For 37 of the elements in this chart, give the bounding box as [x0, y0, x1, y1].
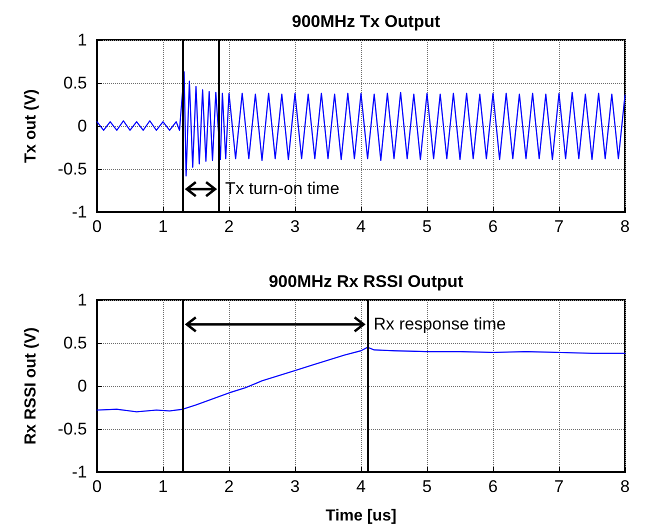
- x-tick-label: 2: [224, 477, 234, 496]
- annotation: Rx response time: [374, 314, 506, 334]
- x-tick-label: 3: [290, 217, 300, 236]
- x-tick-label: 0: [92, 477, 102, 496]
- x-axis-title: Time [us]: [326, 508, 396, 524]
- chart-title: 900MHz Tx Output: [292, 12, 440, 31]
- x-tick-label: 5: [422, 217, 432, 236]
- y-tick-label: -0.5: [58, 160, 87, 178]
- y-tick-label: -0.5: [58, 420, 87, 438]
- y-axis-title: Rx RSSI out (V): [22, 327, 40, 445]
- x-tick-label: 3: [290, 477, 300, 496]
- y-tick-label: -1: [72, 202, 87, 222]
- y-tick-label: 0.5: [63, 74, 87, 92]
- x-tick-label: 4: [356, 477, 366, 496]
- x-tick-label: 6: [488, 217, 498, 236]
- x-tick-label: 8: [620, 477, 630, 496]
- y-tick-label: 0.5: [63, 334, 87, 352]
- x-tick-label: 6: [488, 477, 498, 496]
- y-tick-label: 1: [78, 290, 87, 310]
- x-tick-label: 1: [158, 477, 168, 496]
- chart-title: 900MHz Rx RSSI Output: [268, 272, 464, 291]
- line-series: [96, 346, 626, 412]
- y-tick-label: 1: [78, 30, 87, 50]
- x-tick-label: 2: [224, 217, 234, 236]
- x-tick-label: 8: [620, 217, 630, 236]
- x-tick-label: 7: [554, 477, 564, 496]
- y-axis-title: Tx out (V): [22, 89, 40, 163]
- x-tick-label: 4: [356, 217, 366, 236]
- y-tick-label: 0: [78, 116, 87, 136]
- line-series: [96, 71, 626, 176]
- x-tick-label: 1: [158, 217, 168, 236]
- annotation: Tx turn-on time: [225, 179, 340, 198]
- x-tick-label: 5: [422, 477, 432, 496]
- y-tick-label: -1: [72, 462, 87, 482]
- y-tick-label: 0: [78, 376, 87, 396]
- x-tick-label: 7: [554, 217, 564, 236]
- x-tick-label: 0: [92, 217, 102, 236]
